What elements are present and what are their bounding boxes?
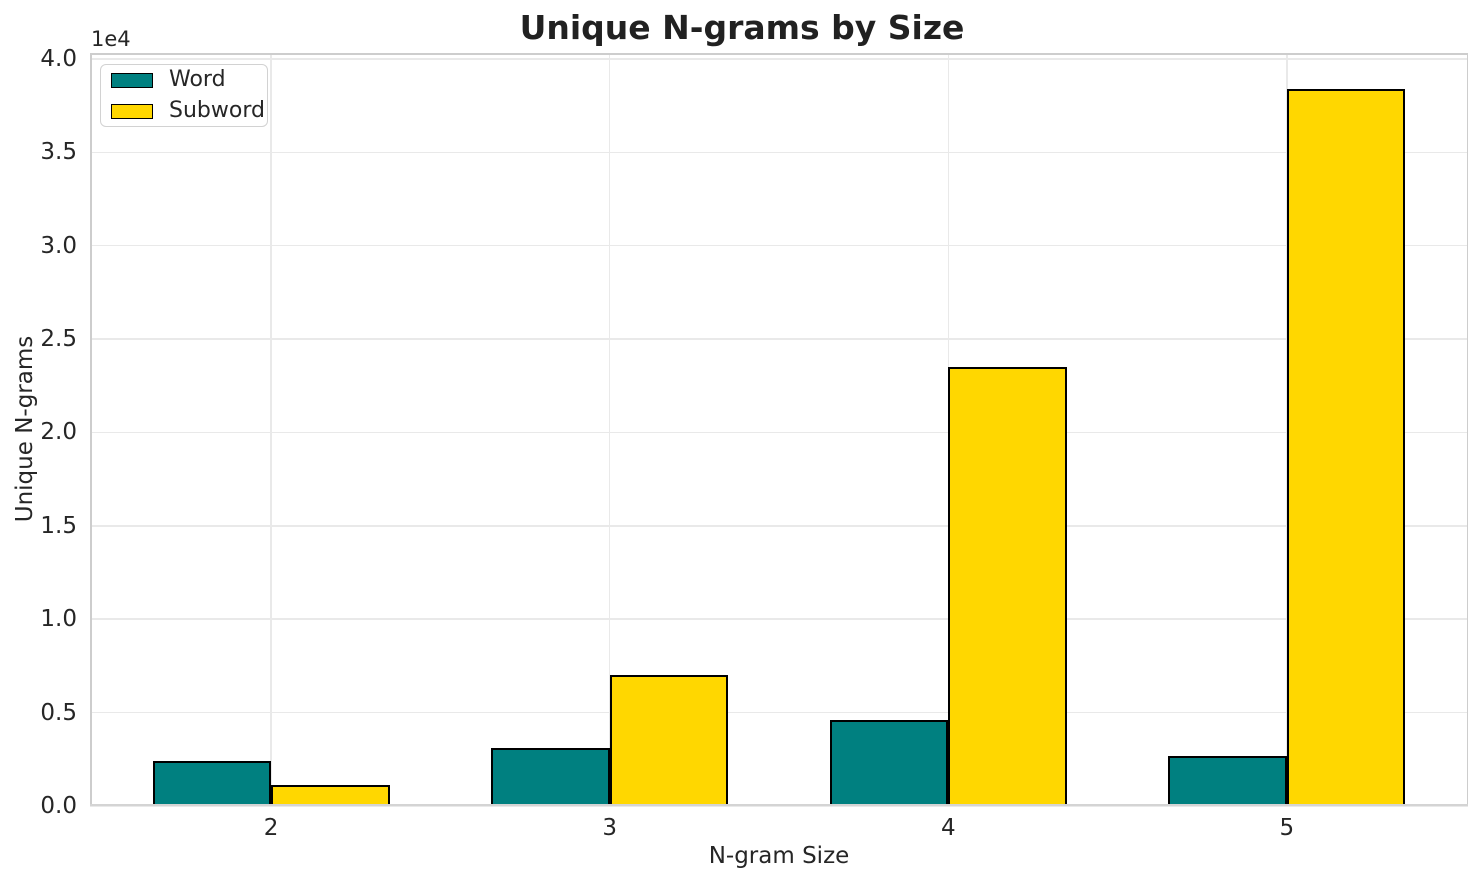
y-tick-label-1.0: 1.0 xyxy=(40,606,77,633)
bar-subword-ngram-5 xyxy=(1286,88,1406,806)
legend-label-subword: Subword xyxy=(169,98,265,123)
x-tick-label-4: 4 xyxy=(940,815,956,841)
bar-subword-ngram-4 xyxy=(948,367,1067,806)
bottom-spine xyxy=(90,803,1468,806)
legend-row-word: Word xyxy=(111,68,267,92)
bar-word-ngram-3 xyxy=(491,748,610,806)
legend-label-word: Word xyxy=(169,67,226,92)
y-gridline-0.0 xyxy=(90,805,1468,807)
y-gridline-1.5 xyxy=(90,525,1468,527)
y-axis-offset-text: 1e4 xyxy=(91,27,131,51)
y-tick-label-0.5: 0.5 xyxy=(40,699,77,726)
bar-word-ngram-4 xyxy=(829,720,949,806)
right-spine xyxy=(1466,53,1468,806)
x-axis-label: N-gram Size xyxy=(708,843,850,869)
y-gridline-1.0 xyxy=(90,618,1468,620)
bar-subword-ngram-3 xyxy=(609,675,729,806)
x-gridline-3 xyxy=(608,53,611,806)
legend: Word Subword xyxy=(100,64,268,127)
y-tick-label-3.5: 3.5 xyxy=(40,139,77,166)
y-tick-label-3.0: 3.0 xyxy=(40,232,77,259)
y-tick-label-0.0: 0.0 xyxy=(40,793,77,819)
y-tick-label-2.0: 2.0 xyxy=(40,419,77,446)
y-tick-label-4.0: 4.0 xyxy=(40,45,77,72)
chart-title: Unique N-grams by Size xyxy=(519,8,965,47)
y-gridline-2.0 xyxy=(90,431,1468,434)
y-gridline-2.5 xyxy=(90,338,1468,340)
x-tick-label-3: 3 xyxy=(602,815,618,841)
x-gridline-2 xyxy=(270,53,272,806)
y-tick-label-1.5: 1.5 xyxy=(40,512,77,539)
x-tick-label-2: 2 xyxy=(263,815,279,841)
bar-word-ngram-2 xyxy=(152,761,272,806)
legend-swatch-subword xyxy=(111,103,153,119)
left-spine xyxy=(90,53,92,806)
top-spine xyxy=(90,53,1468,55)
y-tick-label-2.5: 2.5 xyxy=(40,326,77,353)
y-gridline-3.5 xyxy=(90,151,1468,154)
legend-row-subword: Subword xyxy=(111,99,267,123)
y-gridline-0.5 xyxy=(90,711,1468,714)
bar-word-ngram-5 xyxy=(1168,755,1287,806)
y-gridline-4.0 xyxy=(90,58,1468,60)
y-gridline-3.0 xyxy=(90,244,1468,247)
plot-area xyxy=(90,53,1468,807)
legend-swatch-word xyxy=(111,72,153,88)
x-tick-label-5: 5 xyxy=(1279,815,1295,841)
